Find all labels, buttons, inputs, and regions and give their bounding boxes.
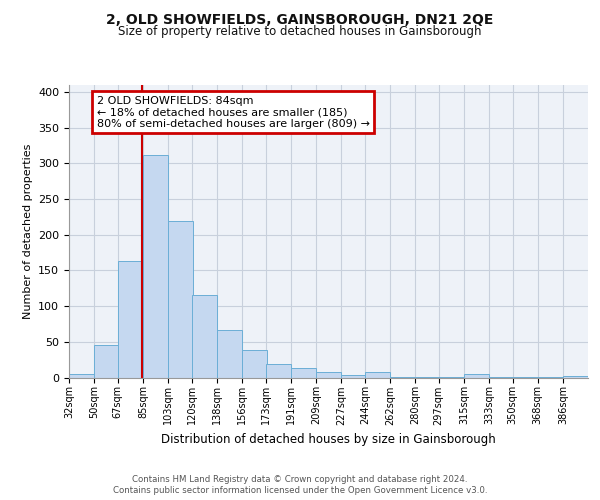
Bar — [242, 350, 267, 378]
Y-axis label: Number of detached properties: Number of detached properties — [23, 144, 32, 319]
Text: Contains HM Land Registry data © Crown copyright and database right 2024.: Contains HM Land Registry data © Crown c… — [132, 475, 468, 484]
Bar — [217, 330, 242, 378]
Bar — [415, 377, 440, 378]
Bar — [439, 377, 464, 378]
Bar — [512, 377, 538, 378]
Bar — [168, 222, 193, 378]
Bar — [69, 374, 94, 378]
Text: Contains public sector information licensed under the Open Government Licence v3: Contains public sector information licen… — [113, 486, 487, 495]
Bar — [94, 344, 119, 378]
Bar — [538, 377, 563, 378]
Bar — [341, 374, 366, 378]
Bar — [316, 372, 341, 378]
Bar — [365, 372, 390, 378]
Bar — [143, 155, 168, 378]
Bar — [118, 260, 143, 378]
Text: 2, OLD SHOWFIELDS, GAINSBOROUGH, DN21 2QE: 2, OLD SHOWFIELDS, GAINSBOROUGH, DN21 2Q… — [106, 12, 494, 26]
Bar — [291, 368, 316, 378]
Text: Size of property relative to detached houses in Gainsborough: Size of property relative to detached ho… — [118, 25, 482, 38]
Bar — [390, 377, 415, 378]
Bar — [192, 294, 217, 378]
X-axis label: Distribution of detached houses by size in Gainsborough: Distribution of detached houses by size … — [161, 433, 496, 446]
Text: 2 OLD SHOWFIELDS: 84sqm
← 18% of detached houses are smaller (185)
80% of semi-d: 2 OLD SHOWFIELDS: 84sqm ← 18% of detache… — [97, 96, 370, 129]
Bar — [563, 376, 588, 378]
Bar — [489, 377, 514, 378]
Bar — [464, 374, 489, 378]
Bar — [266, 364, 291, 378]
